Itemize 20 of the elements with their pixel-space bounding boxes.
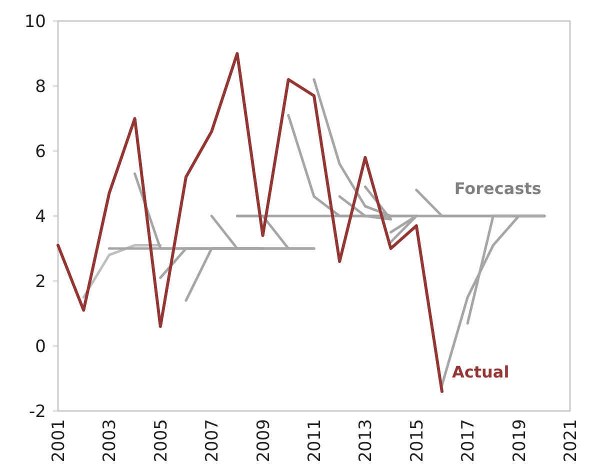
x-tick-label: 2017 [458, 419, 479, 462]
series-label: Actual [452, 362, 510, 382]
x-tick-label: 2015 [407, 419, 428, 462]
y-tick-label: 10 [24, 12, 46, 32]
x-tick-label: 2001 [48, 419, 69, 462]
y-tick-label: 2 [35, 272, 46, 292]
x-tick-label: 2005 [151, 419, 172, 462]
y-tick-label: 0 [35, 336, 46, 357]
series-label: Forecasts [454, 179, 542, 198]
x-tick-label: 2021 [560, 419, 581, 462]
x-tick-label: 2011 [304, 419, 325, 462]
x-tick-label: 2007 [202, 419, 223, 462]
y-tick-label: 8 [35, 76, 46, 97]
x-tick-label: 2013 [356, 419, 376, 462]
x-tick-label: 2009 [254, 419, 274, 462]
y-tick-label: 6 [35, 142, 46, 162]
x-tick-label: 2003 [100, 419, 120, 462]
x-tick-label: 2019 [510, 419, 530, 462]
y-tick-label: 4 [35, 206, 46, 227]
y-tick-label: -2 [29, 402, 46, 422]
